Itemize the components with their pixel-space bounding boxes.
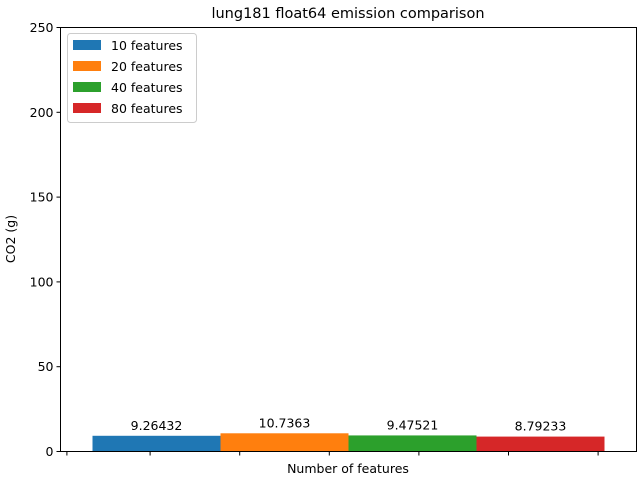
y-tick-label: 50	[38, 359, 54, 374]
bar	[476, 436, 605, 452]
bar	[92, 435, 221, 452]
y-tick-label: 100	[30, 274, 54, 289]
legend-box	[67, 33, 197, 123]
legend-swatch	[73, 82, 101, 92]
bar-value-labels: 9.26432 10.7363 9.47521 8.79233	[131, 415, 567, 433]
bar	[348, 435, 477, 452]
bar-value-label: 8.79233	[515, 419, 567, 434]
legend: 10 features 20 features 40 features 80 feat…	[67, 33, 197, 123]
y-tick-label: 200	[30, 105, 54, 120]
bar-value-label: 9.26432	[131, 418, 183, 433]
plot-frame	[60, 27, 637, 452]
bar-value-label: 9.47521	[387, 417, 439, 432]
y-tick-label: 0	[46, 444, 54, 459]
legend-label: 10 features	[111, 38, 183, 53]
chart-title: lung181 float64 emission comparison	[211, 6, 484, 22]
bar-group	[92, 433, 605, 452]
legend-swatch	[73, 103, 101, 113]
bar	[220, 433, 349, 452]
bar-value-label: 10.7363	[259, 415, 311, 430]
legend-swatch	[73, 61, 101, 71]
legend-label: 80 features	[111, 101, 183, 116]
y-axis-label: CO2 (g)	[3, 215, 18, 263]
legend-swatch	[73, 40, 101, 50]
legend-label: 40 features	[111, 80, 183, 95]
y-axis-ticks: 0 50 100 150 200 250	[30, 20, 61, 459]
x-axis-label: Number of features	[287, 461, 409, 476]
x-axis-ticks	[66, 451, 599, 456]
y-tick-label: 150	[30, 190, 54, 205]
y-tick-label: 250	[30, 20, 54, 35]
legend-label: 20 features	[111, 59, 183, 74]
